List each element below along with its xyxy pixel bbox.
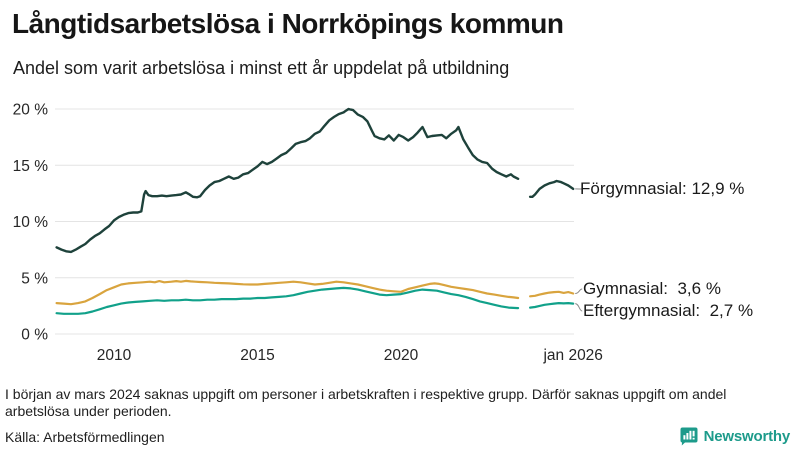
x-tick-label: 2010 bbox=[97, 347, 132, 364]
series-label-eftergymnasial: Eftergymnasial: 2,7 % bbox=[583, 301, 754, 320]
page-title: Långtidsarbetslösa i Norrköpings kommun bbox=[12, 8, 564, 39]
series-line-eftergymnasial bbox=[55, 286, 520, 315]
source-label: Källa: Arbetsförmedlingen bbox=[5, 429, 165, 445]
label-leader bbox=[575, 288, 583, 294]
y-tick-label: 10 % bbox=[13, 214, 49, 231]
label-leader bbox=[575, 303, 583, 312]
series-line-eftergymnasial bbox=[529, 302, 575, 309]
y-tick-label: 0 % bbox=[21, 327, 48, 344]
series-label-forgymnasial: Förgymnasial: 12,9 % bbox=[580, 179, 745, 198]
series-line-forgymnasial bbox=[528, 179, 575, 198]
newsworthy-wordmark: Newsworthy bbox=[703, 428, 791, 445]
y-tick-label: 15 % bbox=[13, 158, 49, 175]
newsworthy-logo[interactable]: Newsworthy bbox=[680, 427, 790, 446]
chart-subtitle: Andel som varit arbetslösa i minst ett å… bbox=[13, 58, 510, 78]
y-tick-label: 20 % bbox=[13, 102, 49, 119]
series-line-gymnasial bbox=[529, 290, 575, 298]
series-line-gymnasial bbox=[55, 279, 520, 306]
y-tick-label: 5 % bbox=[21, 270, 48, 287]
x-tick-label: jan 2026 bbox=[542, 347, 602, 364]
x-tick-label: 2020 bbox=[384, 347, 419, 364]
footnote: I början av mars 2024 saknas uppgift om … bbox=[5, 386, 727, 419]
x-tick-label: 2015 bbox=[240, 347, 274, 364]
series-line-forgymnasial bbox=[55, 107, 520, 254]
series-label-gymnasial: Gymnasial: 3,6 % bbox=[583, 279, 721, 298]
newsworthy-icon bbox=[680, 427, 698, 446]
